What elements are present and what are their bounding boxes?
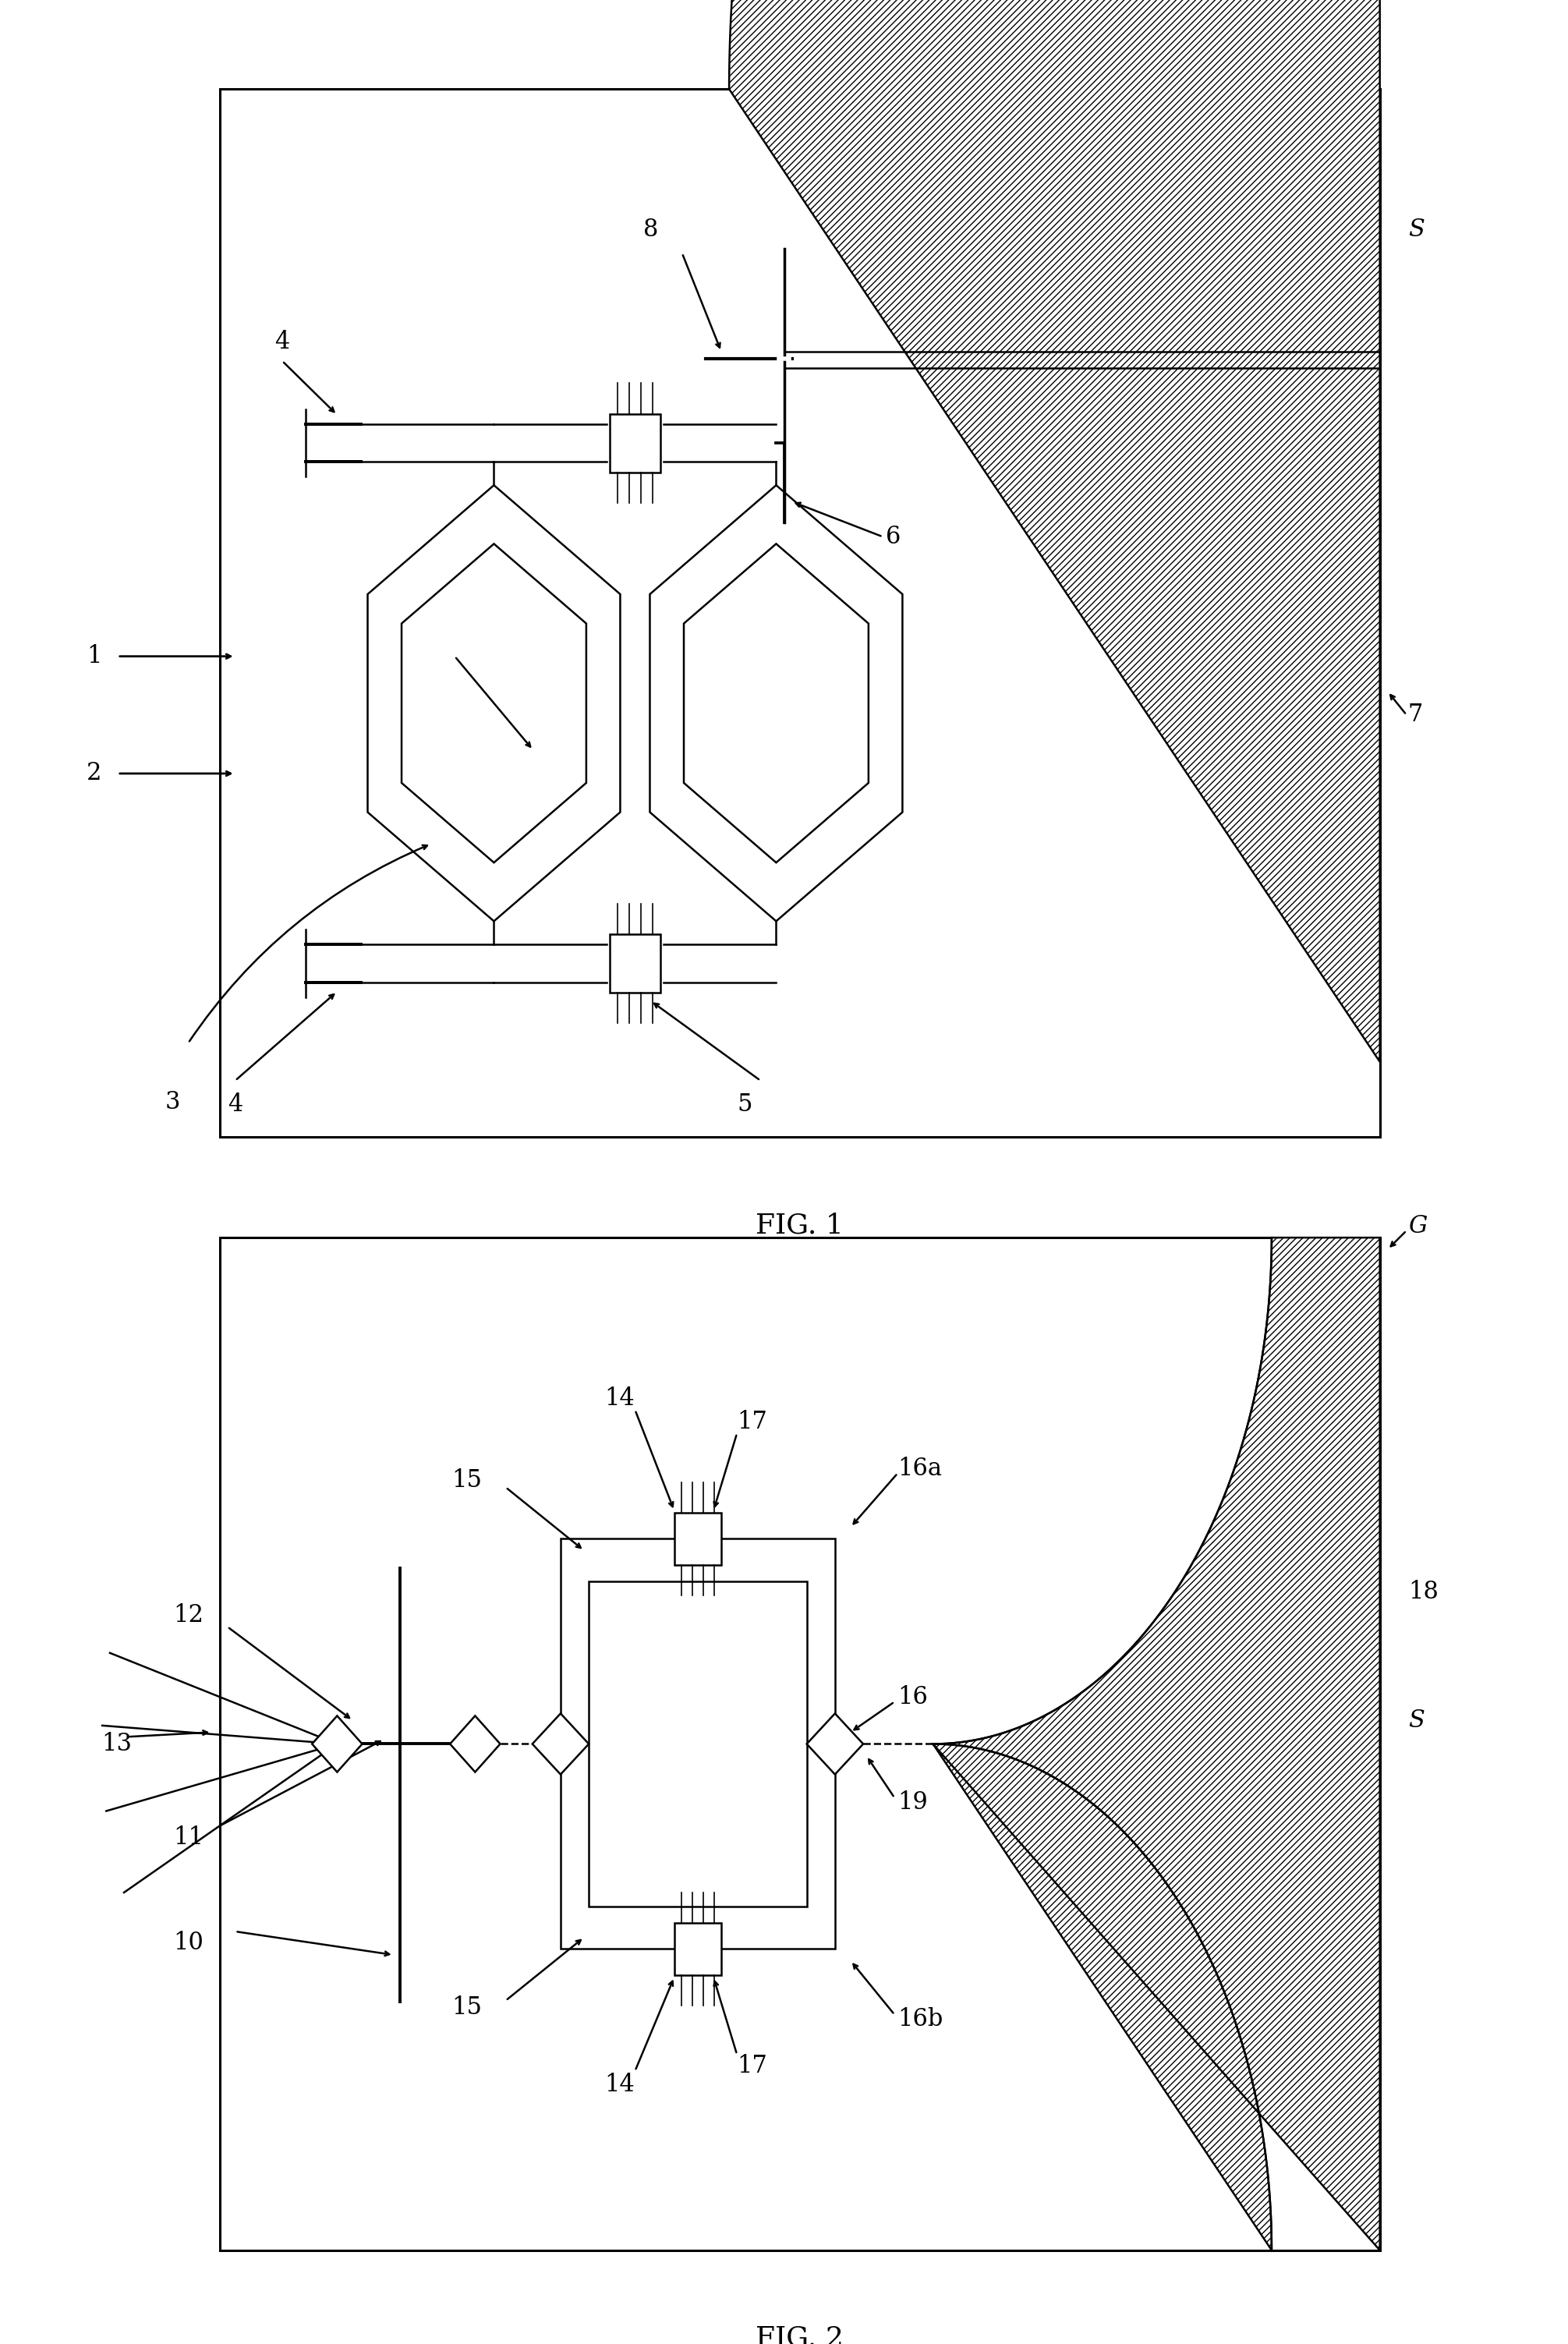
Text: 16a: 16a: [897, 1456, 942, 1481]
Text: 16b: 16b: [897, 2006, 944, 2032]
Text: FIG. 1: FIG. 1: [756, 1212, 844, 1238]
Text: 11: 11: [174, 1826, 204, 1849]
Polygon shape: [806, 1713, 862, 1774]
Text: 4: 4: [274, 331, 290, 354]
Text: 14: 14: [605, 1385, 635, 1411]
Text: 19: 19: [897, 1791, 928, 1814]
Text: 5: 5: [737, 1092, 753, 1116]
Text: S: S: [1408, 1709, 1424, 1732]
Bar: [561, 1538, 834, 1950]
Text: 16: 16: [897, 1685, 928, 1709]
Text: 6: 6: [886, 525, 902, 548]
Text: 17: 17: [737, 2053, 767, 2079]
Text: 15: 15: [452, 1467, 483, 1493]
Text: 17: 17: [737, 1409, 767, 1435]
Text: 15: 15: [452, 1995, 483, 2021]
Text: 14: 14: [605, 2072, 635, 2098]
Text: 7: 7: [1408, 703, 1424, 727]
Text: S: S: [1408, 218, 1424, 241]
Polygon shape: [450, 1716, 500, 1772]
Polygon shape: [933, 1238, 1380, 2250]
Bar: [220, 89, 1380, 1137]
Text: 8: 8: [643, 218, 659, 241]
Polygon shape: [312, 1716, 362, 1772]
Polygon shape: [532, 1713, 590, 1774]
Bar: [674, 1922, 721, 1974]
Text: 1: 1: [86, 645, 102, 668]
Bar: [674, 1514, 721, 1566]
Text: 2: 2: [86, 762, 102, 785]
Bar: [590, 1580, 808, 1908]
Polygon shape: [729, 0, 1380, 1062]
Text: FIG. 2: FIG. 2: [756, 2325, 844, 2344]
Text: 12: 12: [174, 1603, 204, 1627]
Text: 4: 4: [227, 1092, 243, 1116]
Text: 3: 3: [165, 1090, 180, 1113]
Bar: [220, 1238, 1380, 2250]
Text: 18: 18: [1408, 1580, 1438, 1603]
Bar: [610, 413, 660, 471]
Text: 13: 13: [102, 1732, 132, 1756]
Bar: [610, 933, 660, 994]
Text: 10: 10: [174, 1931, 204, 1955]
Text: G: G: [1408, 1214, 1427, 1238]
